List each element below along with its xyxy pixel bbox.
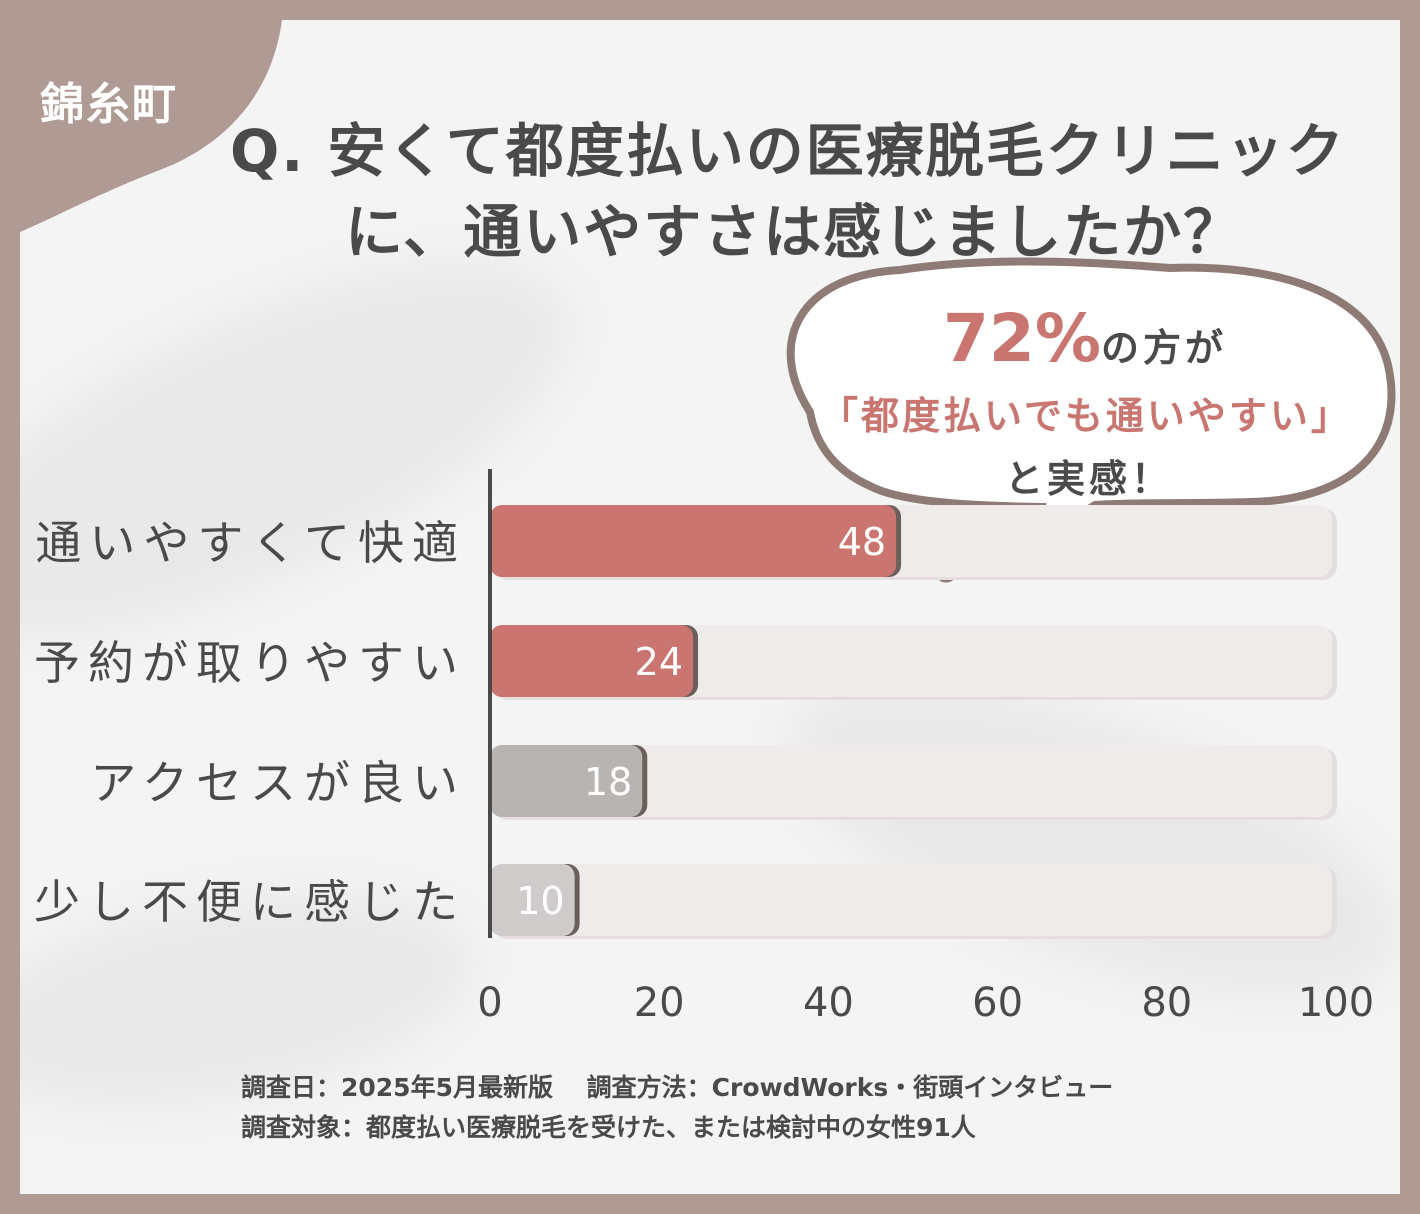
footnote-line-2: 調査対象：都度払い医療脱毛を受けた、または検討中の女性91人	[241, 1113, 976, 1142]
x-tick-label: 0	[477, 980, 502, 1026]
bar	[490, 625, 694, 697]
survey-footnote: 調査日：2025年5月最新版 調査方法：CrowdWorks・街頭インタビュー …	[241, 1068, 1113, 1148]
x-tick-label: 80	[1141, 980, 1192, 1026]
infographic-frame: 錦糸町 Q. 安くて都度払いの医療脱毛クリニック に、通いやすさは感じましたか？…	[20, 20, 1400, 1194]
footnote-line-1: 調査日：2025年5月最新版 調査方法：CrowdWorks・街頭インタビュー	[241, 1073, 1114, 1102]
question-title-line-2: に、通いやすさは感じましたか？	[345, 198, 1244, 266]
bar-track	[490, 625, 1332, 697]
bar	[490, 864, 575, 936]
callout-closing: と実感！	[1005, 457, 1174, 501]
bar-track	[490, 864, 1332, 936]
bar-value-label: 24	[635, 640, 683, 684]
question-title-line-1: Q. 安くて都度払いの医療脱毛クリニック	[230, 117, 1346, 185]
x-tick-label: 20	[634, 980, 685, 1026]
callout-percent: 72%	[943, 300, 1101, 377]
bubble-shape	[786, 257, 1396, 548]
x-tick-label: 40	[803, 980, 854, 1026]
callout-percent-suffix: の方が	[1100, 326, 1227, 370]
category-label: 少し不便に感じた	[34, 875, 466, 929]
bar	[490, 505, 897, 577]
bar-track	[490, 745, 1332, 817]
bar-value-label: 48	[838, 520, 886, 564]
location-label: 錦糸町	[40, 79, 178, 130]
bar-chart: 48 通いやすくて快適 24 予約が取りやすい 18 アクセスが良い 10 少し不便に感じた 0…	[34, 469, 1374, 1026]
category-label: 予約が取りやすい	[34, 636, 466, 690]
callout-headline: 72%の方が	[943, 300, 1227, 377]
category-label: アクセスが良い	[90, 756, 466, 810]
bar-value-label: 10	[516, 879, 564, 923]
callout-quote: 「都度払いでも通いやすい」	[820, 394, 1352, 438]
bar	[490, 745, 643, 817]
x-tick-label: 100	[1298, 980, 1374, 1026]
category-label: 通いやすくて快適	[35, 516, 466, 570]
x-tick-label: 60	[972, 980, 1023, 1026]
location-corner-tab	[20, 20, 282, 232]
bar-value-label: 18	[584, 760, 632, 804]
